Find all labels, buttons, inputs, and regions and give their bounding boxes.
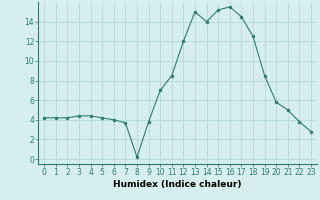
X-axis label: Humidex (Indice chaleur): Humidex (Indice chaleur)	[113, 180, 242, 189]
